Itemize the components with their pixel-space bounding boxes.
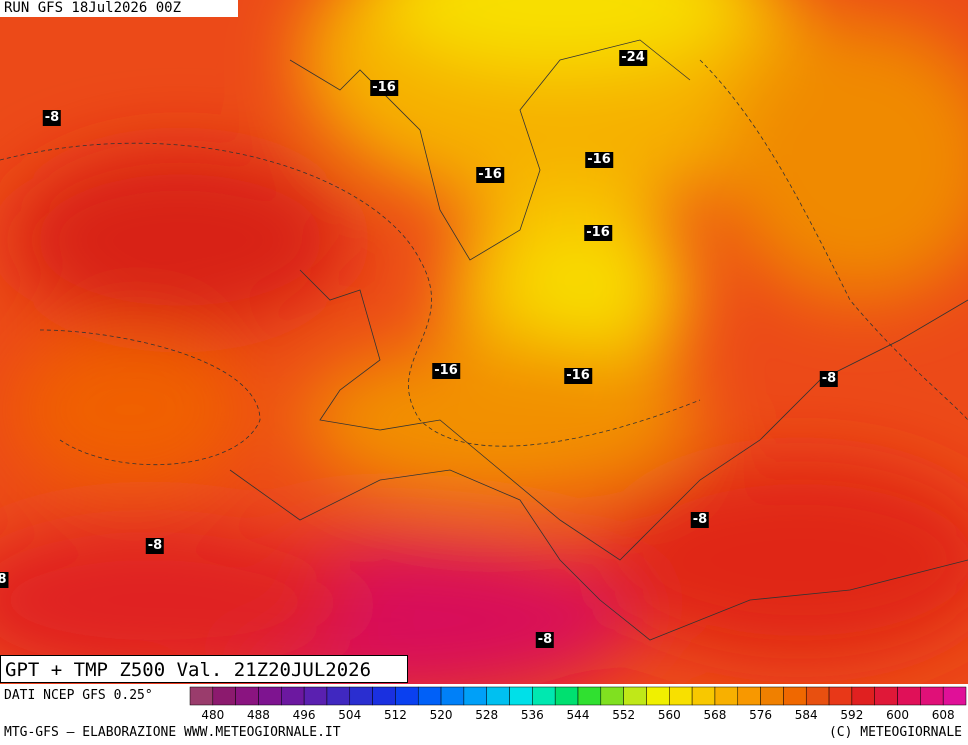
color-swatch: [669, 686, 693, 706]
color-swatch: [395, 686, 419, 706]
color-swatch: [920, 686, 944, 706]
color-swatch: [577, 686, 602, 706]
color-swatch: [235, 686, 259, 706]
temp-label: -16: [584, 225, 612, 241]
color-swatch: [554, 686, 579, 706]
color-swatch: [646, 686, 670, 706]
colorbar-label: 560: [658, 708, 681, 722]
temp-label: -16: [585, 152, 613, 168]
colorbar-label: 608: [932, 708, 955, 722]
credit: MTG-GFS – ELABORAZIONE WWW.METEOGIORNALE…: [4, 725, 341, 740]
color-swatch: [897, 686, 921, 706]
temp-label: -8: [819, 371, 839, 387]
color-swatch: [417, 686, 442, 706]
colorbar-label: 552: [612, 708, 635, 722]
temp-label: -8: [690, 512, 710, 528]
color-swatch: [783, 686, 807, 706]
colorbar-label: 504: [338, 708, 361, 722]
colorbar-label: 488: [247, 708, 270, 722]
colorbar-label: 544: [567, 708, 590, 722]
copyright: (C) METEOGIORNALE: [828, 725, 962, 740]
temp-label: -24: [619, 50, 647, 66]
color-swatch: [532, 686, 556, 706]
temp-label: -8: [535, 632, 555, 648]
colorbar-label: 520: [430, 708, 453, 722]
temp-label: 8: [0, 572, 9, 588]
colorbar-label: 480: [201, 708, 224, 722]
color-swatch: [805, 686, 830, 706]
colorbar-label: 512: [384, 708, 407, 722]
color-swatch: [440, 686, 465, 706]
color-swatch: [714, 686, 739, 706]
map: [0, 0, 968, 684]
colorbar-label: 496: [293, 708, 316, 722]
temp-label: -8: [42, 110, 62, 126]
temp-label: -16: [432, 363, 460, 379]
color-swatch: [600, 686, 624, 706]
colorbar-label: 528: [475, 708, 498, 722]
color-swatch: [691, 686, 716, 706]
color-swatch: [760, 686, 784, 706]
color-swatch: [486, 686, 510, 706]
map-title: GPT + TMP Z500 Val. 21Z20JUL2026: [0, 655, 408, 683]
colorbar-label: 568: [703, 708, 726, 722]
temp-label: -8: [145, 538, 165, 554]
temp-label: -16: [476, 167, 504, 183]
color-swatch: [851, 686, 875, 706]
color-swatch: [372, 686, 396, 706]
color-swatch: [258, 686, 282, 706]
data-source: DATI NCEP GFS 0.25°: [4, 688, 153, 703]
temp-label: -16: [564, 368, 592, 384]
colorbar: 480 488 496 504 512 520 528 536 544 552 560 568 576 5…: [189, 686, 967, 722]
color-swatch: [874, 686, 898, 706]
color-swatch: [326, 686, 351, 706]
color-swatch: [942, 686, 967, 706]
color-swatch: [303, 686, 328, 706]
colorbar-label: 536: [521, 708, 544, 722]
color-swatch: [737, 686, 761, 706]
color-swatch: [623, 686, 647, 706]
color-swatch: [828, 686, 853, 706]
colorbar-label: 600: [886, 708, 909, 722]
colorbar-label: 584: [795, 708, 818, 722]
color-swatch: [509, 686, 533, 706]
color-swatch: [212, 686, 236, 706]
color-swatch: [281, 686, 305, 706]
colorbar-label: 576: [749, 708, 772, 722]
color-swatch: [189, 686, 214, 706]
run-label: RUN GFS 18Jul2026 00Z: [0, 0, 238, 17]
color-swatch: [349, 686, 373, 706]
temp-label: -16: [370, 80, 398, 96]
color-swatch: [463, 686, 487, 706]
colorbar-label: 592: [840, 708, 863, 722]
